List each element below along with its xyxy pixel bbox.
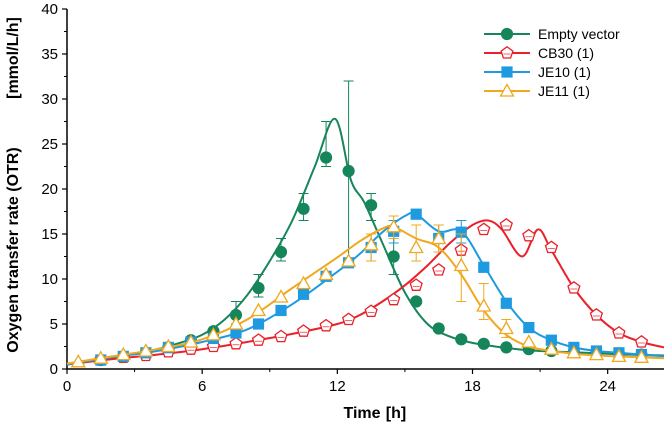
data-point [567, 280, 581, 294]
y-tick-label: 0 [50, 361, 58, 378]
data-point [252, 281, 265, 295]
data-point [341, 312, 356, 326]
x-axis-title: Time [343, 405, 380, 422]
y-tick-label: 40 [41, 1, 58, 18]
y-tick-label: 25 [41, 136, 58, 153]
data-point [297, 288, 310, 300]
data-point [634, 334, 649, 348]
data-point [274, 245, 288, 259]
y-tick-label: 35 [41, 46, 58, 63]
data-point [160, 338, 176, 353]
y-axis-unit: [mmol/L/h] [5, 17, 22, 99]
data-point [612, 325, 626, 339]
data-point [115, 346, 131, 361]
data-point [410, 208, 422, 220]
legend-marker [501, 66, 513, 78]
y-tick-label: 30 [41, 91, 58, 108]
data-point [250, 302, 267, 317]
legend-marker [500, 45, 514, 59]
data-point [229, 336, 243, 350]
data-point [251, 333, 266, 346]
y-tick-label: 15 [41, 226, 58, 243]
data-point [319, 318, 333, 332]
data-point [387, 292, 401, 306]
data-point [611, 348, 627, 363]
data-point [70, 353, 86, 368]
legend: Empty vector CB30 (1) JE10 (1) JE11 (1) [484, 26, 620, 99]
series-line [66, 117, 665, 366]
data-point [363, 236, 379, 251]
legend-label: CB30 (1) [538, 45, 594, 61]
x-tick-label: 12 [329, 378, 346, 395]
legend-marker [499, 83, 515, 97]
data-point [588, 346, 605, 361]
series-layer [66, 80, 665, 368]
data-point [432, 262, 446, 276]
data-point [589, 307, 604, 321]
data-point [297, 202, 310, 215]
data-point [93, 350, 109, 364]
data-point [455, 333, 468, 346]
data-point [477, 222, 491, 236]
data-point [275, 304, 287, 317]
data-point [633, 349, 650, 363]
data-point [183, 334, 199, 348]
data-point [205, 326, 222, 341]
legend-label: Empty vector [538, 26, 620, 42]
series-line [66, 211, 665, 366]
data-point [523, 322, 535, 334]
y-tick-label: 5 [50, 316, 58, 333]
data-point [342, 164, 355, 178]
data-point [138, 343, 154, 357]
data-point [296, 324, 311, 337]
data-point [228, 316, 244, 330]
x-tick-label: 6 [198, 378, 206, 395]
legend-label: JE10 (1) [538, 64, 591, 80]
data-point [387, 250, 400, 263]
data-point [318, 266, 334, 281]
y-axis-title: Oxygen transfer rate (OTR) [5, 147, 22, 352]
x-axis-unit: [h] [386, 405, 406, 422]
legend-label: JE11 (1) [538, 83, 590, 99]
data-point [498, 320, 514, 335]
data-point [500, 341, 513, 354]
x-tick-label: 24 [599, 378, 616, 395]
data-point [500, 297, 512, 309]
data-point [544, 240, 559, 254]
y-tick-label: 20 [41, 181, 58, 198]
data-point [431, 230, 447, 245]
x-tick-label: 18 [464, 378, 481, 395]
data-point [477, 337, 490, 350]
legend-marker [500, 27, 514, 41]
data-point [274, 329, 288, 343]
data-point [409, 278, 423, 291]
data-point [432, 322, 445, 335]
data-point [521, 334, 537, 348]
data-point [476, 298, 492, 312]
data-point [364, 304, 378, 318]
data-point [453, 257, 469, 272]
data-point [273, 289, 289, 303]
series-line [66, 224, 665, 365]
data-point [410, 295, 423, 308]
y-tick-label: 10 [41, 271, 58, 288]
data-point [543, 341, 559, 355]
data-point [386, 218, 402, 233]
series-3 [66, 215, 665, 368]
data-point [566, 344, 582, 359]
data-point [499, 217, 513, 231]
x-tick-label: 0 [63, 378, 71, 395]
data-point [295, 275, 312, 290]
axes: 0 5 10 15 20 25 30 35 40 0 6 12 18 24 [41, 1, 664, 395]
data-point [319, 151, 333, 164]
series-0 [66, 80, 665, 367]
data-point [365, 199, 378, 212]
data-point [252, 318, 265, 330]
data-point [340, 253, 357, 267]
data-point [478, 261, 490, 273]
data-point [408, 239, 424, 254]
data-point [522, 228, 536, 242]
